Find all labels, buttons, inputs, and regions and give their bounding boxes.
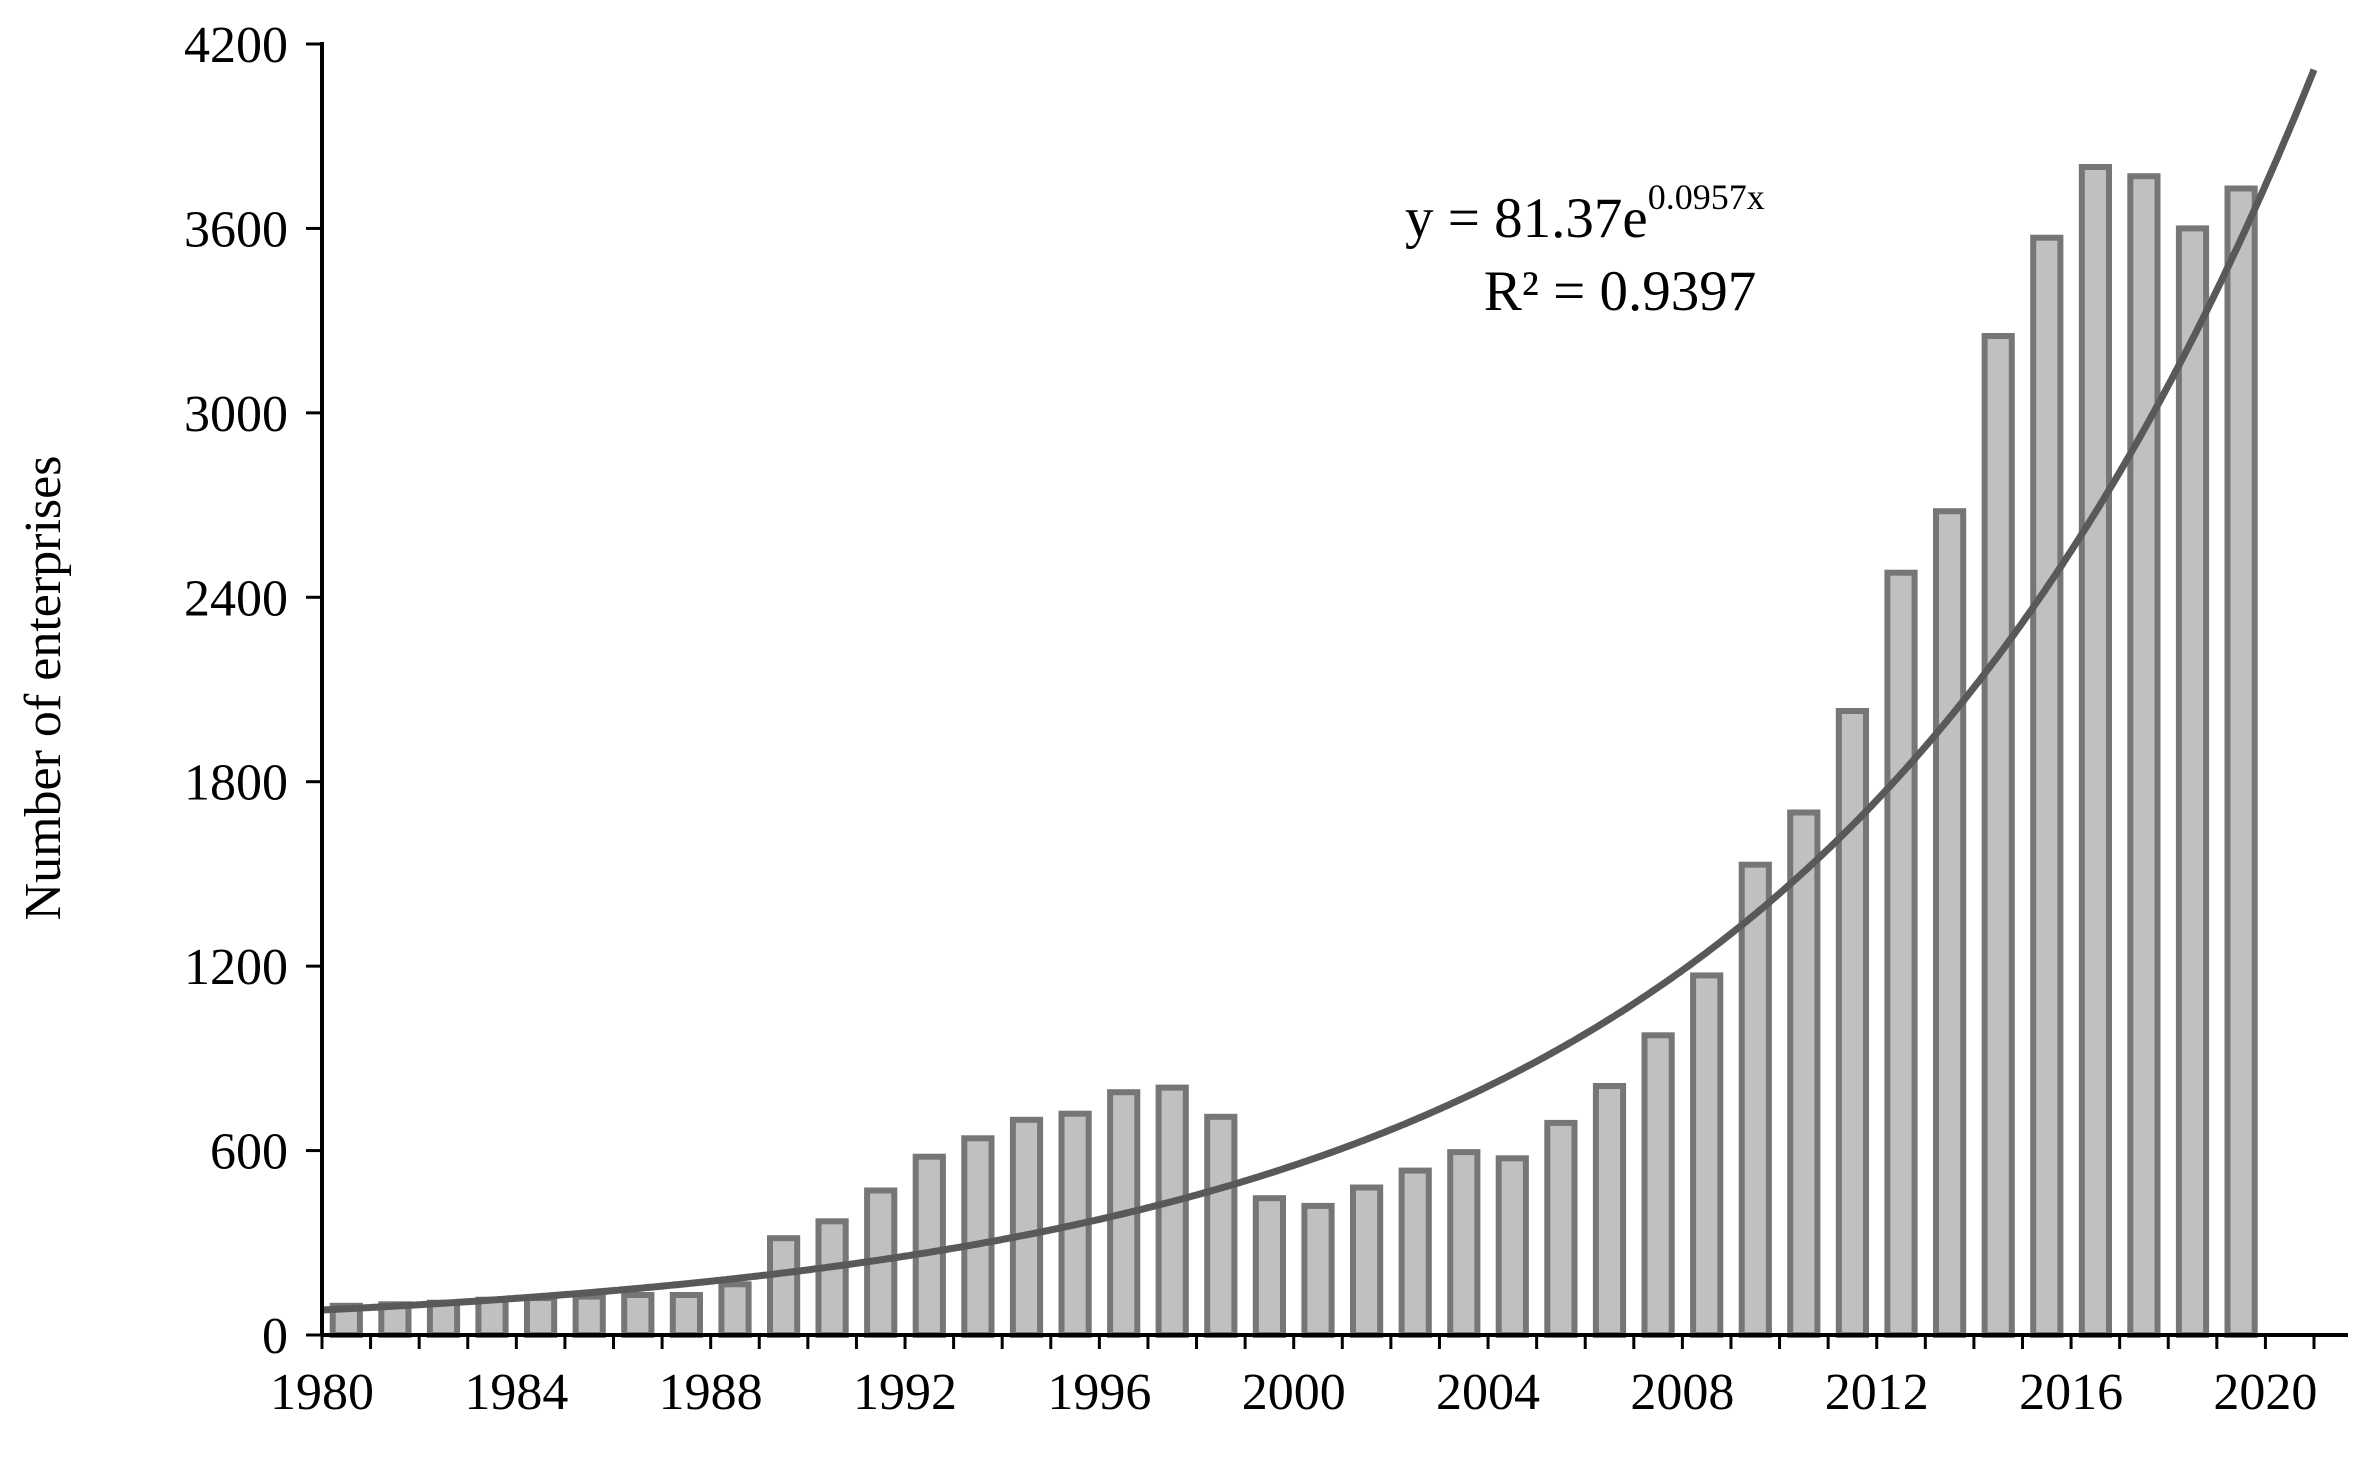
- bar-2008: [1641, 1032, 1675, 1339]
- bar-2000: [1252, 1195, 1287, 1338]
- y-tick-label-600: 600: [210, 1124, 288, 1181]
- bar-2018: [2127, 173, 2161, 1339]
- bar-2013: [1884, 569, 1918, 1338]
- bar-1990: [767, 1235, 801, 1338]
- bar-2006: [1544, 1119, 1578, 1339]
- y-tick-label-1200: 1200: [184, 939, 288, 996]
- bar-1999: [1204, 1113, 1238, 1339]
- bar-1991: [815, 1218, 849, 1339]
- bar-2010: [1738, 861, 1772, 1338]
- y-axis-title: Number of enterprises: [15, 456, 72, 921]
- bar-1989: [718, 1281, 752, 1339]
- x-tick-label-1988: 1988: [659, 1364, 763, 1421]
- x-tick-label-1984: 1984: [464, 1364, 568, 1421]
- x-tick-label-1980: 1980: [270, 1364, 374, 1421]
- x-tick-label-2000: 2000: [1242, 1364, 1346, 1421]
- bar-1984: [475, 1296, 509, 1338]
- bar-2012: [1835, 708, 1870, 1338]
- trendline-r-squared: R² = 0.9397: [1484, 260, 1757, 323]
- x-tick-label-1992: 1992: [853, 1364, 957, 1421]
- bar-2011: [1787, 809, 1821, 1338]
- bar-2003: [1398, 1167, 1432, 1338]
- x-tick-label-2012: 2012: [1825, 1364, 1929, 1421]
- x-tick-label-2008: 2008: [1630, 1364, 1734, 1421]
- trendline: [321, 68, 2318, 1314]
- x-tick-label-2020: 2020: [2213, 1364, 2317, 1421]
- bar-2007: [1592, 1083, 1627, 1338]
- bar-1985: [524, 1295, 558, 1338]
- bars: [329, 164, 2258, 1339]
- bar-1987: [621, 1292, 655, 1338]
- x-tick-label-2004: 2004: [1436, 1364, 1540, 1421]
- bar-2014: [1933, 508, 1967, 1338]
- trendline-equation: y = 81.37e0.0957x: [1405, 177, 1765, 250]
- y-tick-label-2400: 2400: [184, 570, 288, 627]
- bar-2002: [1350, 1184, 1384, 1338]
- trendline-equation-exponent: 0.0957x: [1648, 177, 1765, 217]
- bar-2004: [1447, 1149, 1481, 1338]
- x-tick-label-1996: 1996: [1047, 1364, 1151, 1421]
- y-ticks: 0 600 1200 1800 2400 3000 3600 4200: [184, 17, 322, 1365]
- y-tick-label-3000: 3000: [184, 386, 288, 443]
- bar-2019: [2175, 225, 2210, 1338]
- bar-2020: [2224, 185, 2258, 1338]
- trendline-equation-base: y = 81.37e: [1405, 187, 1648, 250]
- bar-2015: [1981, 333, 2015, 1338]
- bar-1994: [961, 1135, 995, 1339]
- bar-2016: [2030, 234, 2064, 1339]
- bar-1983: [426, 1299, 461, 1338]
- bar-1988: [669, 1292, 703, 1338]
- bar-1986: [572, 1293, 606, 1338]
- bar-2009: [1690, 972, 1724, 1339]
- y-tick-label-4200: 4200: [184, 17, 288, 74]
- bar-1998: [1155, 1084, 1189, 1338]
- bar-1993: [912, 1153, 946, 1338]
- bar-2005: [1495, 1155, 1529, 1339]
- y-tick-label-1800: 1800: [184, 755, 288, 812]
- bar-2001: [1301, 1202, 1335, 1339]
- y-tick-label-3600: 3600: [184, 201, 288, 258]
- bar-1995: [1009, 1116, 1044, 1339]
- bar-2017: [2078, 164, 2113, 1338]
- y-tick-label-0: 0: [262, 1308, 288, 1365]
- x-tick-label-2016: 2016: [2019, 1364, 2123, 1421]
- x-ticks: 1980 1984 1988 1992 1996 2000 2004 2008 2012 2016…: [270, 1335, 2317, 1421]
